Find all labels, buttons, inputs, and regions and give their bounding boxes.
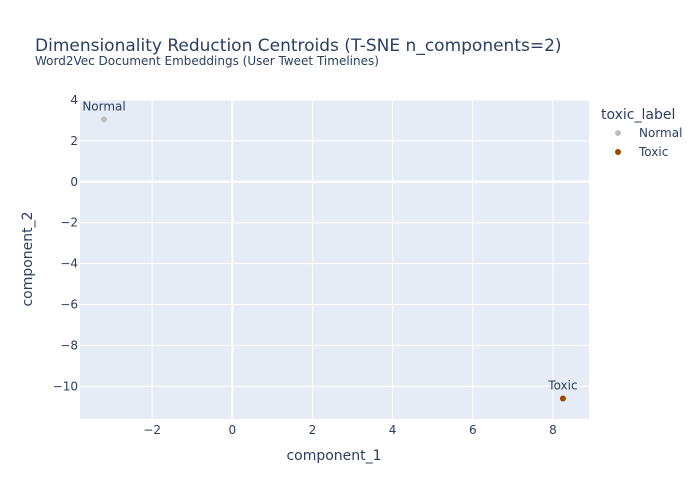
- chart-subtitle: Word2Vec Document Embeddings (User Tweet…: [35, 54, 379, 68]
- point-label-normal: Normal: [82, 99, 125, 113]
- y-tick-label: −6: [60, 297, 78, 311]
- y-tick-label: −4: [60, 257, 78, 271]
- point-label-toxic: Toxic: [547, 379, 577, 393]
- y-tick-label: −2: [60, 216, 78, 230]
- point-normal[interactable]: [101, 116, 108, 123]
- grid-lines: [80, 99, 589, 419]
- tick-labels: −2 0 2 4 6 8 4 2 0 −2 −4 −6 −8 −10: [53, 93, 557, 437]
- y-tick-label: 2: [70, 134, 78, 148]
- legend-item-toxic[interactable]: Toxic: [615, 145, 668, 159]
- x-axis-title: component_1: [286, 448, 381, 464]
- legend-marker-normal: [615, 130, 621, 136]
- legend-label-toxic: Toxic: [638, 145, 668, 159]
- x-tick-label: 8: [549, 423, 557, 437]
- y-tick-label: 0: [70, 175, 78, 189]
- y-tick-label: 4: [70, 93, 78, 107]
- data-points: Normal Toxic: [82, 99, 578, 402]
- y-tick-label: −8: [60, 338, 78, 352]
- legend-item-normal[interactable]: Normal: [615, 126, 682, 140]
- y-axis-title: component_2: [20, 211, 36, 306]
- x-tick-label: 6: [469, 423, 477, 437]
- x-tick-label: −2: [143, 423, 161, 437]
- chart-title: Dimensionality Reduction Centroids (T-SN…: [35, 36, 562, 56]
- legend: toxic_label Normal Toxic: [601, 107, 682, 159]
- x-tick-label: 4: [389, 423, 397, 437]
- y-tick-label: −10: [53, 379, 78, 393]
- x-tick-label: 0: [228, 423, 236, 437]
- legend-label-normal: Normal: [639, 126, 682, 140]
- legend-title: toxic_label: [601, 107, 675, 123]
- point-toxic[interactable]: [559, 395, 566, 402]
- legend-marker-toxic: [615, 149, 621, 155]
- x-tick-label: 2: [309, 423, 317, 437]
- plot-area: [80, 100, 589, 419]
